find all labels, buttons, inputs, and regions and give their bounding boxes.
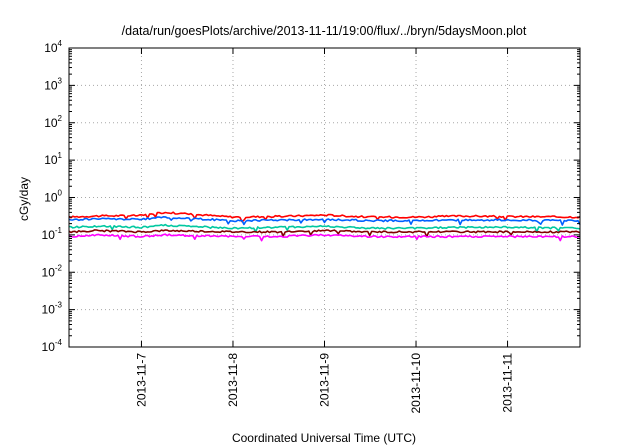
y-tick-label: 104	[44, 39, 62, 55]
y-tick-label: 10-4	[42, 338, 63, 354]
y-tick-label: 10-3	[42, 301, 63, 317]
y-tick-label: 10-2	[42, 263, 63, 279]
x-axis-tick-labels: 2013-11-7 2013-11-8 2013-11-9 2013-11-10 201…	[134, 353, 514, 414]
series-line	[68, 211, 581, 223]
y-tick-label: 103	[44, 76, 62, 92]
x-axis-label: Coordinated Universal Time (UTC)	[232, 431, 416, 445]
series-line	[68, 223, 581, 233]
y-tick-label: 102	[44, 114, 62, 130]
x-tick-label: 2013-11-7	[134, 353, 148, 407]
axis-ticks	[69, 47, 580, 348]
y-tick-label: 100	[44, 189, 62, 205]
y-tick-label: 101	[44, 151, 62, 167]
series-line	[68, 229, 581, 238]
series-line	[68, 216, 581, 226]
y-axis-tick-labels: 10-4 10-3 10-2 10-1 100 101 102 103 104	[42, 39, 63, 354]
y-axis-label: cGy/day	[17, 177, 31, 221]
chart-title: /data/run/goesPlots/archive/2013-11-11/1…	[122, 24, 527, 38]
series-group	[68, 211, 581, 242]
x-tick-label: 2013-11-11	[501, 353, 515, 413]
series-line	[68, 233, 581, 242]
x-tick-label: 2013-11-10	[409, 353, 423, 414]
y-tick-label: 10-1	[42, 226, 63, 242]
grid	[69, 48, 580, 347]
x-tick-label: 2013-11-8	[226, 353, 240, 407]
x-tick-label: 2013-11-9	[318, 353, 332, 407]
